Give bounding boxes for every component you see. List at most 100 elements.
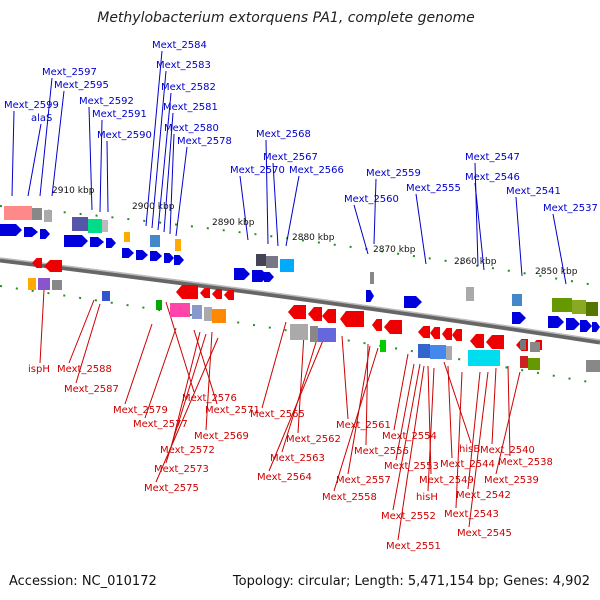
gene-label-reverse[interactable]: Mext_2565 (250, 409, 305, 420)
gene-label-forward[interactable]: Mext_2547 (465, 152, 520, 163)
gene-label-forward[interactable]: Mext_2560 (344, 194, 399, 205)
gene-label-forward[interactable]: alaS (31, 113, 52, 124)
reverse-gene-arrow[interactable] (322, 309, 336, 323)
forward-gene-arrow[interactable] (164, 253, 174, 263)
gene-label-forward[interactable]: Mext_2537 (543, 203, 598, 214)
gene-label-forward[interactable]: Mext_2590 (97, 130, 152, 141)
reverse-gene-arrow[interactable] (372, 319, 382, 331)
forward-gene-arrow[interactable] (136, 250, 148, 260)
gene-label-reverse[interactable]: Mext_2543 (444, 509, 499, 520)
reverse-gene-arrow[interactable] (200, 288, 210, 298)
reverse-gene-arrow[interactable] (44, 260, 62, 272)
gene-label-forward[interactable]: Mext_2555 (406, 183, 461, 194)
gene-label-reverse[interactable]: Mext_2588 (57, 364, 112, 375)
gene-label-reverse[interactable]: Mext_2564 (257, 472, 312, 483)
reverse-gene-arrow[interactable] (442, 328, 452, 340)
gene-label-forward[interactable]: Mext_2595 (54, 80, 109, 91)
forward-gene-arrow[interactable] (24, 227, 38, 237)
feature-block (512, 294, 522, 306)
tick-label: 2900 kbp (132, 202, 175, 212)
forward-gene-arrow[interactable] (404, 296, 422, 308)
forward-gene-arrow[interactable] (580, 320, 592, 332)
forward-gene-arrow[interactable] (122, 248, 134, 258)
gene-label-forward[interactable]: Mext_2597 (42, 67, 97, 78)
reverse-gene-arrow[interactable] (452, 329, 462, 341)
gene-label-forward[interactable]: Mext_2591 (92, 109, 147, 120)
forward-gene-arrow[interactable] (548, 316, 564, 328)
forward-gene-arrow[interactable] (366, 290, 374, 302)
gene-label-reverse[interactable]: Mext_2553 (384, 461, 439, 472)
forward-gene-arrow[interactable] (106, 238, 116, 248)
gene-label-reverse[interactable]: Mext_2579 (113, 405, 168, 416)
gene-label-reverse[interactable]: Mext_2539 (484, 475, 539, 486)
gene-label-reverse[interactable]: Mext_2576 (182, 393, 237, 404)
gene-label-reverse[interactable]: Mext_2561 (336, 420, 391, 431)
gene-label-forward[interactable]: Mext_2584 (152, 40, 207, 51)
forward-gene-arrow[interactable] (566, 318, 580, 330)
gene-label-reverse[interactable]: Mext_2571 (205, 405, 260, 416)
leader-line (145, 50, 163, 227)
reverse-gene-arrow[interactable] (486, 335, 504, 349)
forward-gene-arrow[interactable] (150, 251, 162, 261)
gene-label-forward[interactable]: Mext_2567 (263, 152, 318, 163)
gene-label-reverse[interactable]: Mext_2557 (336, 475, 391, 486)
feature-block (310, 326, 318, 342)
reverse-gene-arrow[interactable] (308, 307, 322, 321)
forward-gene-arrow[interactable] (234, 268, 250, 280)
gene-label-reverse[interactable]: Mext_2542 (456, 490, 511, 501)
leader-line (468, 371, 489, 528)
gene-label-forward[interactable]: Mext_2541 (506, 186, 561, 197)
forward-gene-arrow[interactable] (40, 229, 50, 239)
gene-label-reverse[interactable]: Mext_2563 (270, 453, 325, 464)
gene-label-reverse[interactable]: Mext_2587 (64, 384, 119, 395)
reverse-gene-arrow[interactable] (288, 305, 306, 319)
gene-label-forward[interactable]: Mext_2546 (465, 172, 520, 183)
gene-label-forward[interactable]: Mext_2570 (230, 165, 285, 176)
forward-gene-arrow[interactable] (512, 312, 526, 324)
gene-label-forward[interactable]: Mext_2583 (156, 60, 211, 71)
reverse-gene-arrow[interactable] (384, 320, 402, 334)
reverse-gene-arrow[interactable] (176, 285, 198, 299)
reverse-gene-arrow[interactable] (430, 327, 440, 339)
gene-label-forward[interactable]: Mext_2592 (79, 96, 134, 107)
forward-gene-arrow[interactable] (264, 272, 274, 282)
gene-label-reverse[interactable]: Mext_2538 (498, 457, 553, 468)
forward-gene-arrow[interactable] (174, 255, 184, 265)
reverse-gene-arrow[interactable] (340, 311, 364, 327)
gene-label-reverse[interactable]: Mext_2577 (133, 419, 188, 430)
gene-label-reverse[interactable]: Mext_2569 (194, 431, 249, 442)
reverse-gene-arrow[interactable] (418, 326, 430, 338)
forward-gene-arrow[interactable] (90, 237, 104, 247)
reverse-gene-arrow[interactable] (212, 289, 222, 299)
forward-gene-arrow[interactable] (592, 322, 600, 332)
gene-label-forward[interactable]: Mext_2582 (161, 82, 216, 93)
gene-label-forward[interactable]: Mext_2580 (164, 123, 219, 134)
gene-label-forward[interactable]: Mext_2559 (366, 168, 421, 179)
gene-label-reverse[interactable]: hisH (416, 492, 438, 503)
gene-label-reverse[interactable]: Mext_2540 (480, 445, 535, 456)
reverse-gene-arrow[interactable] (224, 290, 234, 300)
gene-label-forward[interactable]: Mext_2568 (256, 129, 311, 140)
gene-label-reverse[interactable]: Mext_2562 (286, 434, 341, 445)
reverse-gene-arrow[interactable] (32, 258, 42, 268)
gene-label-forward[interactable]: Mext_2566 (289, 165, 344, 176)
gene-label-forward[interactable]: Mext_2599 (4, 100, 59, 111)
gene-label-forward[interactable]: Mext_2578 (177, 136, 232, 147)
gene-label-reverse[interactable]: Mext_2549 (419, 475, 474, 486)
gene-label-reverse[interactable]: Mext_2551 (386, 541, 441, 552)
gene-label-reverse[interactable]: Mext_2572 (160, 445, 215, 456)
gene-label-reverse[interactable]: Mext_2558 (322, 492, 377, 503)
gene-label-forward[interactable]: Mext_2581 (163, 102, 218, 113)
gene-label-reverse[interactable]: Mext_2575 (144, 483, 199, 494)
reverse-gene-arrow[interactable] (470, 334, 484, 348)
gene-label-reverse[interactable]: hisB (459, 444, 480, 455)
gene-label-reverse[interactable]: Mext_2552 (381, 511, 436, 522)
forward-gene-arrow[interactable] (64, 235, 88, 247)
gene-label-reverse[interactable]: ispH (28, 364, 50, 375)
gene-label-reverse[interactable]: Mext_2554 (382, 431, 437, 442)
gene-label-reverse[interactable]: Mext_2545 (457, 528, 512, 539)
gene-label-reverse[interactable]: Mext_2573 (154, 464, 209, 475)
forward-gene-arrow[interactable] (0, 224, 22, 236)
gene-label-reverse[interactable]: Mext_2544 (440, 459, 495, 470)
gene-label-reverse[interactable]: Mext_2556 (354, 446, 409, 457)
